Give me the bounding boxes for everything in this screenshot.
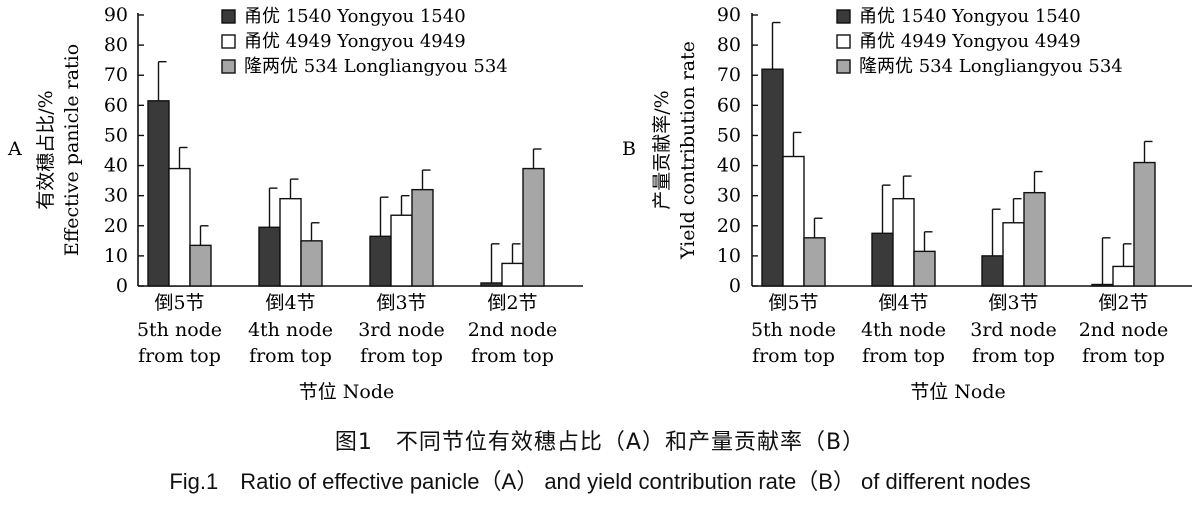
bar [147,100,170,287]
x-tick-label-en-2: from top [249,345,332,367]
y-tick-label: 30 [717,185,741,207]
caption-english: Fig.1 Ratio of effective panicle（A） and … [169,469,1031,494]
legend-label: 甬优 1540 Yongyou 1540 [244,6,466,27]
bar [871,232,894,287]
legend-swatch [836,34,851,49]
x-tick-label-en-2: from top [862,345,945,367]
x-tick-label-en-2: from top [1082,345,1165,367]
panel-label: A [7,138,22,160]
x-tick-label-en: 3rd node [358,319,444,341]
bar [258,226,281,287]
bar [1112,265,1135,287]
bar [803,237,826,287]
x-tick-label-cn: 倒4节 [265,292,315,314]
y-tick-label: 80 [717,34,741,56]
bar [279,197,302,287]
x-tick-label-en-2: from top [471,345,554,367]
bar [480,282,503,287]
y-tick-label: 90 [104,4,128,26]
y-tick-label: 30 [104,185,128,207]
bar [189,244,212,287]
bar [369,235,392,287]
legend-swatch [221,59,236,74]
y-tick-label: 20 [104,215,128,237]
y-axis-label-en: Effective panicle ratio [61,44,83,256]
panel-b: B 0 10 20 30 40 50 60 70 80 90 产量贡献率/% Yield contrib… [622,4,1192,403]
y-tick-label: 60 [104,94,128,116]
x-tick-label-cn: 倒3节 [376,292,426,314]
legend-label: 甬优 4949 Yongyou 4949 [859,31,1081,52]
x-tick-label-en: 3rd node [970,319,1056,341]
x-tick-label-en: 4th node [861,319,946,341]
y-axis-label-cn: 产量贡献率/% [651,90,673,209]
y-tick-label: 60 [717,94,741,116]
x-tick-label-cn: 倒5节 [154,292,204,314]
bar [1091,283,1114,287]
bar [522,167,545,287]
bar [1133,161,1156,287]
y-tick-label: 80 [104,34,128,56]
bar [168,167,191,287]
x-tick-label-cn: 倒2节 [487,292,537,314]
legend-label: 隆两优 534 Longliangyou 534 [859,56,1123,77]
panel-a: A 0 10 20 30 40 50 60 70 80 90 有效穗占比/% Effective pan… [7,4,583,403]
bar [300,240,323,287]
x-tick-label-en: 4th node [248,319,333,341]
y-tick-label: 70 [104,64,128,86]
legend-label: 甬优 4949 Yongyou 4949 [244,31,466,52]
legend-label: 隆两优 534 Longliangyou 534 [244,56,508,77]
legend-swatch [221,9,236,24]
x-tick-label-cn: 倒5节 [768,292,818,314]
legend-swatch [221,34,236,49]
x-tick-label-cn: 倒4节 [878,292,928,314]
y-tick-label: 20 [717,215,741,237]
y-tick-label: 0 [116,275,128,297]
y-tick-label: 10 [104,245,128,267]
x-tick-label-en-2: from top [360,345,443,367]
x-tick-label-en: 2nd node [1079,319,1169,341]
bar [1002,222,1025,287]
y-tick-label: 10 [717,245,741,267]
y-tick-label: 0 [729,275,741,297]
bar [981,255,1004,287]
legend-swatch [836,9,851,24]
y-tick-label: 70 [717,64,741,86]
caption-chinese: 图1 不同节位有效穗占比（A）和产量贡献率（B） [334,430,866,455]
y-tick-label: 40 [104,155,128,177]
bar [892,197,915,287]
y-tick-label: 90 [717,4,741,26]
bar [411,188,434,287]
y-axis-label-cn: 有效穗占比/% [35,90,57,209]
panel-label: B [622,138,636,160]
bar [761,68,784,287]
legend-swatch [836,59,851,74]
y-tick-label: 50 [104,124,128,146]
bar [501,262,524,287]
x-tick-label-en: 2nd node [468,319,558,341]
x-tick-label-cn: 倒3节 [988,292,1038,314]
x-tick-label-en: 5th node [137,319,222,341]
bar [782,155,805,287]
bar [390,214,413,287]
legend-label: 甬优 1540 Yongyou 1540 [859,6,1081,27]
x-tick-label-en: 5th node [751,319,836,341]
y-tick-label: 50 [717,124,741,146]
x-tick-label-en-2: from top [972,345,1055,367]
x-tick-label-en-2: from top [138,345,221,367]
x-axis-label: 节位 Node [910,381,1006,403]
bar [913,250,936,287]
y-tick-label: 40 [717,155,741,177]
y-axis-label-en: Yield contribution rate [677,41,699,260]
x-axis-label: 节位 Node [299,381,395,403]
bar [1023,191,1046,287]
x-tick-label-cn: 倒2节 [1098,292,1148,314]
x-tick-label-en-2: from top [752,345,835,367]
